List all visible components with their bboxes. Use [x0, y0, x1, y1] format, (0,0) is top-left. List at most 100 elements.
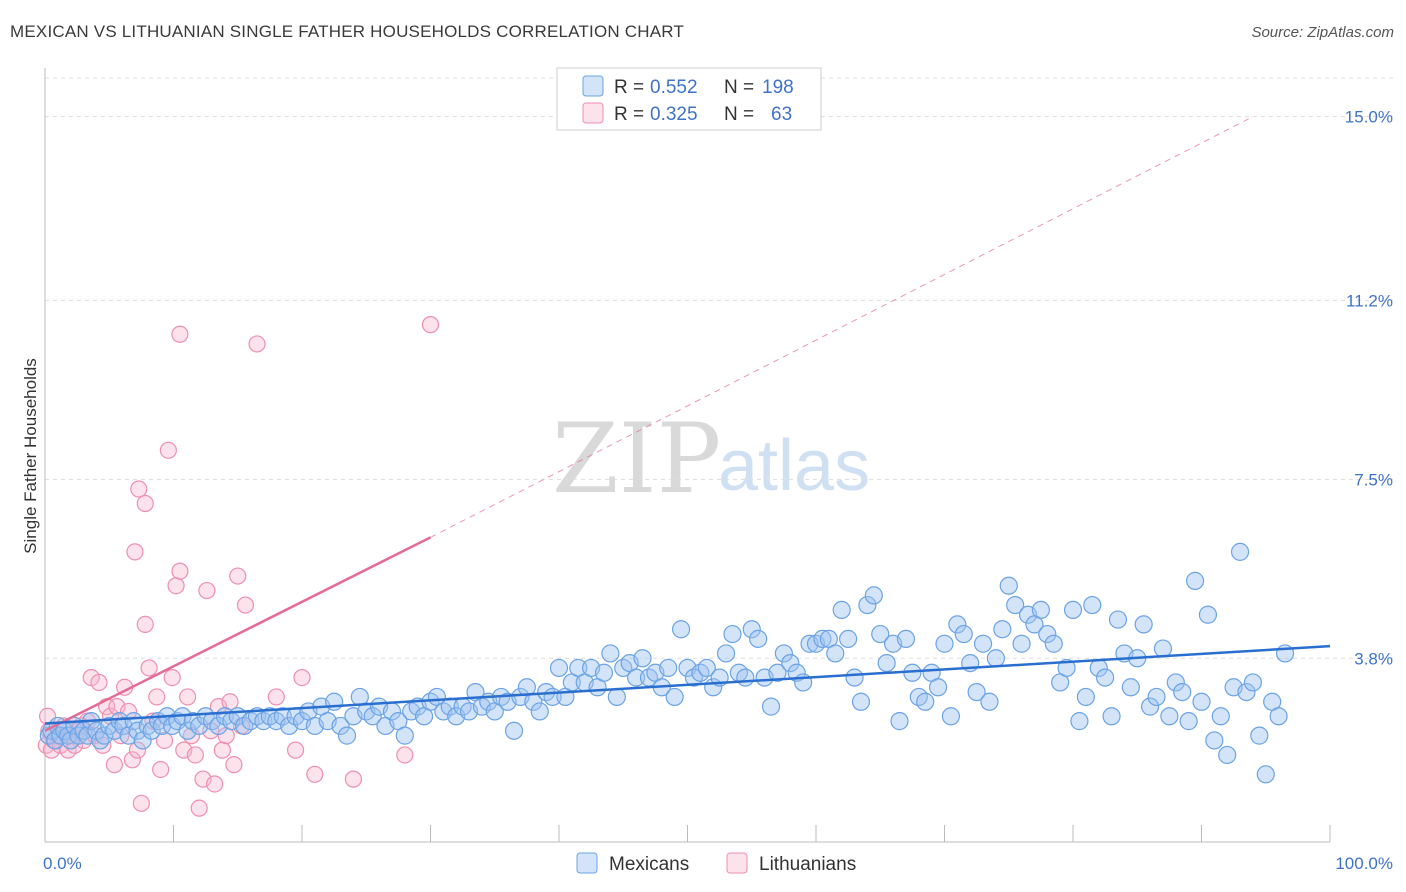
y-tick-label: 11.2% [1346, 291, 1393, 310]
mexicans-point [877, 653, 896, 673]
lithuanians-point [225, 756, 243, 774]
watermark-atlas: atlas [718, 426, 870, 506]
lithuanians-point [152, 760, 170, 779]
mexicans-point [716, 644, 736, 663]
lithuanians-point [267, 688, 285, 706]
x-tick-label: 100.0% [1335, 854, 1393, 873]
mexicans-point [659, 658, 678, 678]
mexicans-point [671, 620, 691, 639]
mexicans-point [1070, 712, 1089, 731]
mexicans-point [980, 692, 999, 711]
lithuanians-point [171, 325, 189, 343]
x-tick-labels: 0.0% 100.0% [43, 854, 1393, 873]
mexicans-point [890, 712, 909, 731]
mexicans-point [1044, 634, 1063, 653]
mexicans-point [697, 658, 716, 678]
mexicans-point [128, 721, 147, 740]
mexicans-point [858, 595, 877, 615]
lithuanians-point [167, 577, 185, 595]
legend-r-value: 0.325 [650, 104, 698, 125]
lithuanians-trend-line [44, 536, 432, 732]
mexicans-point [941, 707, 961, 726]
lithuanians-point [163, 668, 181, 687]
mexicans-point [594, 663, 614, 682]
mexicans-point [986, 649, 1006, 668]
mexicans-point [1198, 605, 1218, 624]
legend-n-value: 198 [762, 77, 794, 98]
lithuanians-point [42, 741, 61, 759]
mexicans-point [826, 644, 845, 663]
mexicans-point [871, 624, 890, 644]
y-tick-label: 15.0% [1345, 108, 1393, 127]
mexicans-point [273, 707, 292, 726]
y-axis-label: Single Father Households [21, 358, 40, 554]
mexicans-point [601, 644, 620, 663]
mexicans-point [954, 624, 973, 644]
lithuanians-point [148, 688, 166, 706]
mexicans-point [1140, 697, 1160, 716]
chart-source: Source: ZipAtlas.com [1251, 24, 1394, 41]
mexicans-point [1134, 615, 1153, 634]
legend: R = 0.552 N = 198 R = 0.325 N = 63 [556, 67, 822, 131]
y-tick-label: 7.5% [1354, 470, 1393, 489]
mexicans-point [142, 721, 161, 740]
mexicans-point [1012, 634, 1031, 653]
mexicans-point [105, 721, 124, 740]
mexicans-trend-line [44, 644, 1331, 725]
mexicans-point [896, 629, 916, 649]
mexicans-point [1230, 542, 1250, 561]
lithuanians-point [306, 765, 324, 783]
lithuanians-point [136, 615, 154, 634]
lithuanians-point [128, 741, 147, 759]
y-tick-labels: 3.8% 7.5% 11.2% 15.0% [1345, 108, 1393, 669]
mexicans-point [1211, 707, 1230, 726]
mexicans-point [851, 692, 871, 711]
trend-lines [44, 116, 1331, 732]
mexicans-point [967, 683, 986, 702]
lithuanians-point [179, 688, 197, 706]
legend-swatch-mexicans [582, 75, 604, 97]
mexicans-point [1237, 683, 1256, 702]
lithuanians-point [155, 731, 174, 750]
mexicans-point [1063, 600, 1083, 619]
mexicans-point [1250, 726, 1269, 745]
mexicans-point [832, 600, 851, 619]
lithuanians-point [229, 567, 247, 585]
mexicans-point [1256, 765, 1275, 784]
lithuanians-point [123, 751, 141, 769]
legend-swatch-lithuanians [582, 102, 604, 124]
mexicans-point [723, 624, 742, 644]
lithuanians-point [213, 741, 231, 759]
bottom-legend: Mexicans Lithuanians [576, 852, 856, 875]
mexicans-point [1057, 658, 1076, 678]
mexicans-point [1153, 639, 1173, 658]
mexicans-point [363, 707, 382, 726]
mexicans-point [845, 668, 864, 687]
lithuanians-point [236, 596, 255, 614]
mexicans-point [1269, 707, 1288, 726]
lithuanians-point [140, 659, 158, 677]
lithuanians-point [190, 799, 208, 817]
legend-n-label: N = [724, 104, 754, 125]
mexicans-point [395, 726, 414, 745]
mexicans-point [781, 653, 800, 673]
gridlines [45, 77, 1395, 659]
lithuanians-point [132, 794, 150, 812]
mexicans-point [768, 663, 787, 682]
lithuanians-point [421, 316, 440, 334]
mexicans-point [1102, 707, 1121, 726]
mexicans-point [864, 586, 883, 605]
legend-r-label: R = [614, 77, 644, 98]
x-tick-label: 0.0% [43, 854, 82, 873]
lithuanians-point [248, 335, 266, 353]
lithuanians-point [159, 441, 177, 459]
mexicans-point [626, 668, 646, 687]
mexicans-point [916, 692, 935, 711]
mexicans-point [1166, 673, 1185, 692]
mexicans-point [736, 668, 755, 687]
mexicans-point [973, 634, 993, 653]
lithuanians-point [136, 494, 154, 513]
mexicans-point [928, 678, 948, 697]
mexicans-point [1185, 571, 1205, 590]
